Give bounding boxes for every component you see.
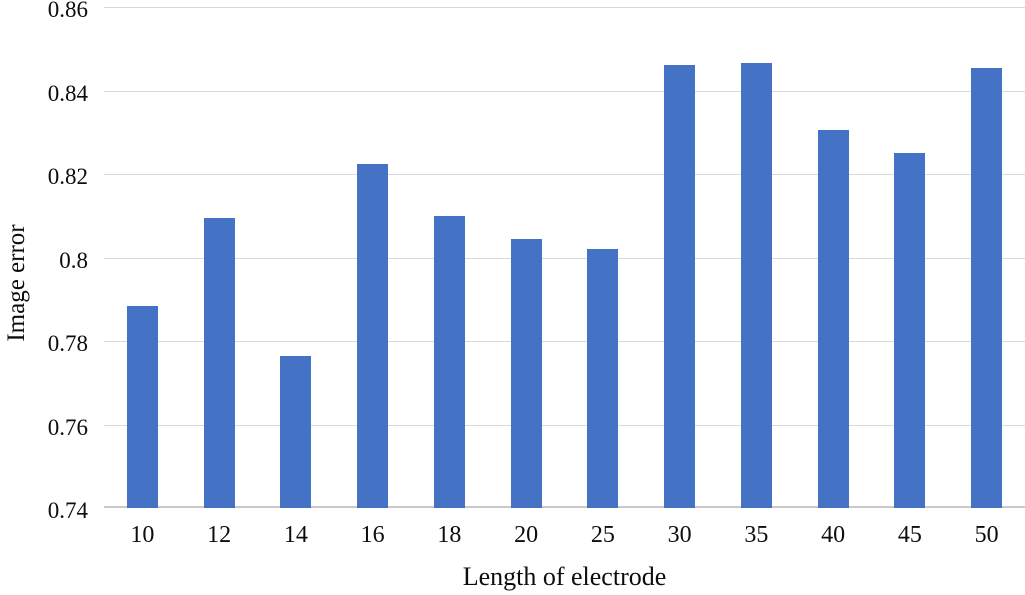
bar-20 <box>510 238 542 508</box>
x-tick-label: 14 <box>283 522 308 548</box>
y-tick-label: 0.8 <box>59 247 88 273</box>
x-tick-label: 35 <box>744 522 769 548</box>
x-tick-label: 40 <box>821 522 846 548</box>
gridline <box>104 7 1025 8</box>
bar-25 <box>587 249 619 508</box>
x-tick-label: 20 <box>514 522 539 548</box>
y-tick-label: 0.86 <box>47 0 88 22</box>
gridline <box>104 506 1025 508</box>
bar-18 <box>433 215 465 508</box>
x-tick-label: 30 <box>667 522 692 548</box>
y-tick-label: 0.78 <box>47 331 88 356</box>
bar-45 <box>894 153 926 508</box>
y-tick-label: 0.74 <box>47 498 88 523</box>
plot-area <box>104 7 1025 508</box>
bar-40 <box>817 130 849 508</box>
bar-10 <box>126 305 158 508</box>
y-tick-label: 0.82 <box>47 164 88 189</box>
x-tick-label: 45 <box>897 522 922 548</box>
x-tick-label: 12 <box>207 522 232 548</box>
x-tick-label: 16 <box>360 522 385 548</box>
bar-14 <box>280 355 312 508</box>
x-axis-title: Length of electrode <box>462 562 667 591</box>
x-tick-label: 18 <box>437 522 462 548</box>
bar-50 <box>971 67 1003 508</box>
gridline <box>104 341 1025 342</box>
gridline <box>104 424 1025 426</box>
bar-16 <box>357 163 389 508</box>
y-tick-label: 0.76 <box>47 414 88 440</box>
y-tick-label: 0.84 <box>47 80 88 106</box>
gridline <box>104 174 1025 175</box>
gridline <box>104 257 1025 259</box>
x-tick-label: 50 <box>974 522 999 548</box>
x-tick-label: 25 <box>590 522 615 548</box>
gridline <box>104 90 1025 92</box>
bar-12 <box>203 217 235 508</box>
x-tick-label: 10 <box>130 522 155 548</box>
bar-35 <box>740 63 772 508</box>
bar-30 <box>664 65 696 508</box>
